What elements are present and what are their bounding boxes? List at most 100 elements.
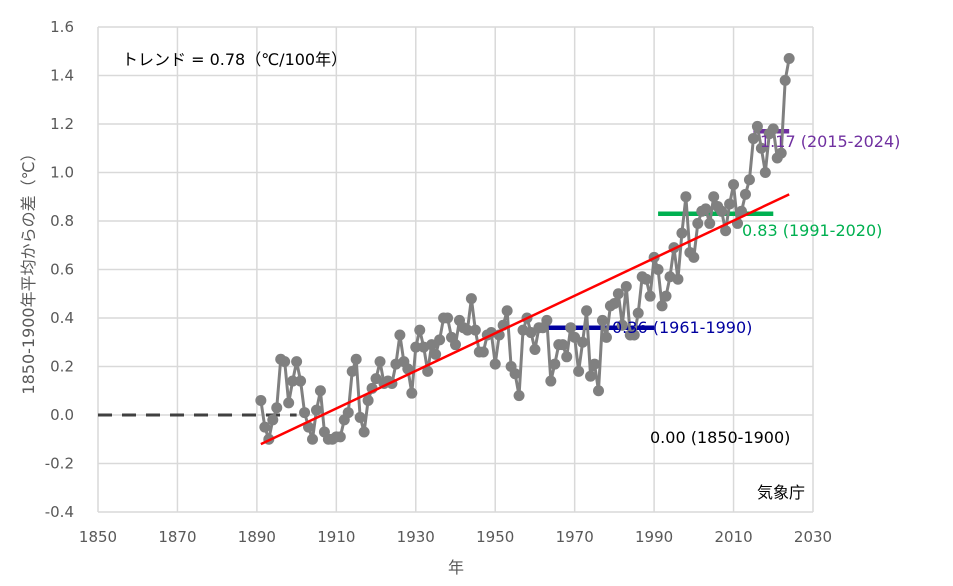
data-point (287, 375, 299, 387)
data-point (656, 300, 668, 312)
series (255, 53, 795, 446)
y-tick-label: 0.6 (50, 261, 74, 279)
data-point (426, 339, 438, 351)
data-point (334, 431, 346, 443)
data-point (700, 203, 712, 215)
data-point (283, 397, 295, 409)
data-point (430, 348, 442, 360)
x-tick-label: 1850 (79, 528, 117, 546)
data-point (672, 273, 684, 285)
data-point (303, 421, 315, 433)
data-point (616, 319, 628, 331)
data-point (307, 433, 318, 445)
data-point (549, 358, 561, 370)
data-point (545, 375, 557, 387)
x-tick-label: 1970 (556, 528, 594, 546)
x-axis-ticks: 1850 1870 1890 1910 1930 1950 1970 1990 2010 2030 (79, 528, 832, 546)
data-point (489, 358, 501, 370)
x-tick-label: 2010 (714, 528, 752, 546)
y-tick-label: 1.0 (50, 164, 74, 182)
data-point (402, 363, 414, 375)
data-point (477, 346, 489, 358)
data-point (422, 365, 434, 377)
data-point (676, 227, 688, 239)
y-tick-label: 0.0 (50, 406, 74, 424)
data-point (608, 297, 620, 309)
data-point (267, 414, 279, 426)
data-point (569, 331, 581, 343)
y-tick-label: -0.4 (45, 503, 74, 521)
y-tick-label: 0.2 (50, 358, 74, 376)
trend-line (260, 193, 790, 446)
data-point (585, 370, 597, 382)
data-point (557, 339, 569, 351)
data-point (291, 356, 303, 368)
data-point (716, 205, 728, 217)
data-point (565, 322, 577, 334)
x-tick-label: 1890 (238, 528, 276, 546)
data-point (450, 339, 461, 351)
x-axis-label: 年 (448, 558, 464, 577)
trend-line-group (260, 193, 790, 446)
data-point (342, 407, 354, 419)
data-point (660, 290, 672, 302)
data-point (767, 123, 779, 135)
x-tick-label: 1990 (635, 528, 673, 546)
data-point (755, 142, 767, 154)
data-point (295, 375, 307, 387)
average-labels: 0.00 (1850-1900) 0.36 (1961-1990) 0.83 (19… (612, 132, 900, 447)
data-point (442, 312, 454, 324)
data-point (593, 385, 604, 397)
average-lines (98, 129, 790, 417)
y-tick-label: 1.4 (50, 67, 74, 85)
average-label: 0.00 (1850-1900) (650, 428, 790, 447)
data-point (414, 324, 426, 336)
data-point (271, 402, 283, 414)
y-axis-ticks: -0.4 -0.2 0.0 0.2 0.4 0.6 0.8 1.0 1.2 1.4 1.6 (45, 18, 74, 521)
y-tick-label: -0.2 (45, 455, 74, 473)
data-point (529, 344, 541, 356)
data-point (589, 358, 601, 370)
average-label: 0.36 (1961-1990) (612, 318, 752, 337)
data-point (354, 411, 366, 423)
data-point (573, 365, 585, 377)
data-point (370, 373, 382, 385)
data-point (362, 394, 374, 406)
data-point (350, 353, 362, 365)
data-point (783, 53, 795, 65)
x-tick-label: 2030 (794, 528, 832, 546)
data-point (279, 356, 291, 368)
x-tick-label: 1910 (317, 528, 355, 546)
data-point (577, 336, 589, 348)
data-point (525, 327, 537, 339)
data-point (612, 288, 624, 300)
data-point (394, 329, 406, 341)
grid (97, 26, 814, 513)
data-point (739, 188, 751, 200)
data-point (759, 167, 771, 178)
data-point (561, 351, 573, 363)
data-point (640, 273, 652, 285)
data-point (708, 191, 720, 203)
x-tick-label: 1950 (476, 528, 514, 546)
average-label: 1.17 (2015-2024) (760, 132, 900, 151)
data-point (358, 426, 370, 438)
data-point (346, 365, 358, 377)
series-line (259, 58, 791, 446)
data-point (374, 356, 386, 368)
x-tick-label: 1870 (158, 528, 196, 546)
data-point (469, 324, 481, 336)
x-tick-label: 1930 (397, 528, 435, 546)
data-point (410, 341, 422, 353)
data-point (513, 390, 525, 402)
trend-label: トレンド = 0.78（℃/100年） (122, 50, 347, 69)
data-point (743, 174, 755, 186)
data-point (628, 329, 640, 341)
data-point (736, 205, 747, 217)
data-point (747, 133, 759, 145)
data-point (406, 387, 418, 399)
data-point (652, 264, 664, 275)
average-label: 0.83 (1991-2020) (742, 221, 882, 240)
data-point (259, 421, 271, 433)
